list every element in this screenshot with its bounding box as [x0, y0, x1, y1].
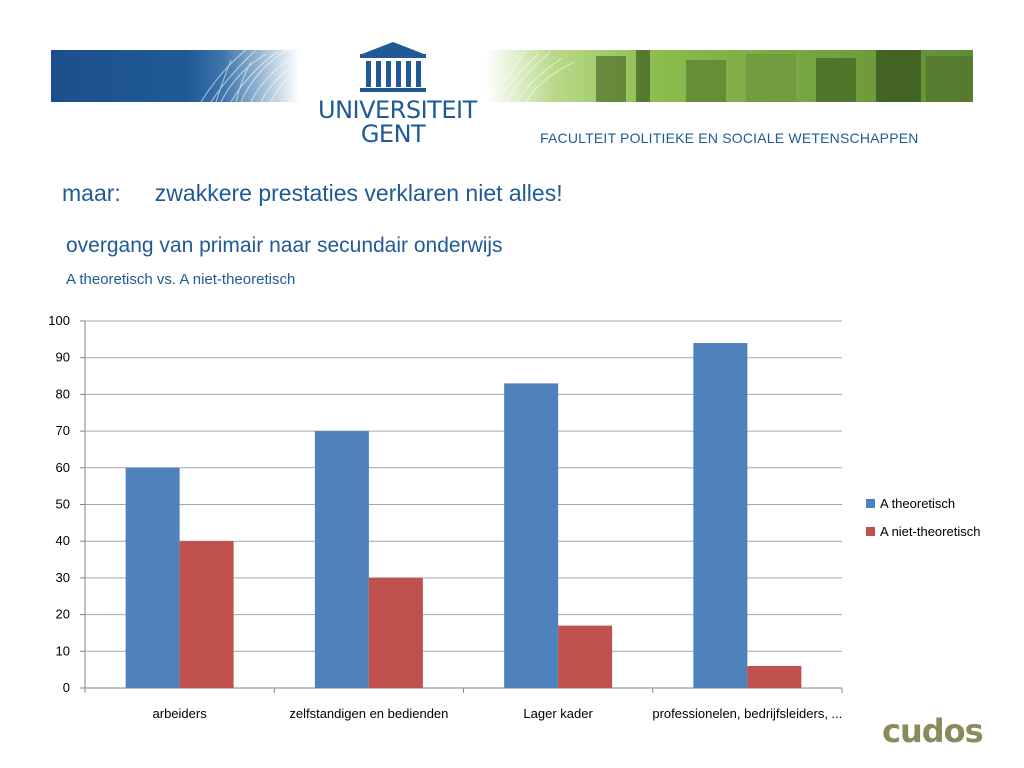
- axis-labels: 0 10 20 30 40 50 60 70 80 90 100 arbeiders zelfstand…: [48, 313, 842, 721]
- bar-a-niet-theoretisch: [179, 541, 234, 688]
- bar-a-theoretisch: [504, 383, 559, 688]
- x-category-label: Lager kader: [523, 706, 593, 721]
- bar-a-niet-theoretisch: [368, 577, 423, 688]
- university-logo: UNIVERSITEIT GENT: [318, 40, 477, 150]
- bars: [125, 343, 802, 688]
- faculty-name: FACULTEIT POLITIEKE EN SOCIALE WETENSCHA…: [540, 130, 919, 146]
- y-tick-label: 60: [56, 460, 70, 475]
- x-category-label: arbeiders: [153, 706, 208, 721]
- lead-word: maar:: [62, 180, 121, 206]
- x-category-label: zelfstandigen en bedienden: [289, 706, 448, 721]
- legend-label: A theoretisch: [880, 496, 955, 511]
- cudos-logo-text: cudos: [882, 712, 983, 750]
- grass-decoration-left: [200, 50, 299, 102]
- x-category-label: professionelen, bedrijfsleiders, ...: [652, 706, 842, 721]
- university-name-line1: UNIVERSITEIT: [318, 96, 477, 124]
- bar-a-niet-theoretisch: [558, 625, 613, 688]
- y-tick-label: 100: [48, 313, 70, 328]
- y-tick-label: 30: [56, 570, 70, 585]
- header-banner-left: [51, 50, 299, 102]
- campus-photo-strip: [486, 50, 973, 102]
- chart-subtitle: A theoretisch vs. A niet-theoretisch: [66, 271, 296, 288]
- bar-a-theoretisch: [314, 431, 369, 688]
- y-tick-label: 70: [56, 423, 70, 438]
- building-icon: [360, 42, 426, 92]
- bar-a-theoretisch: [125, 467, 180, 688]
- statement-text: zwakkere prestaties verklaren niet alles…: [154, 180, 563, 206]
- bar-a-theoretisch: [693, 343, 748, 688]
- legend: A theoretisch A niet-theoretisch: [866, 496, 980, 539]
- university-name-line2: GENT: [360, 120, 426, 148]
- y-tick-label: 80: [56, 386, 70, 401]
- y-tick-label: 40: [56, 533, 70, 548]
- y-tick-label: 90: [56, 350, 70, 365]
- y-tick-label: 20: [56, 607, 70, 622]
- bar-a-niet-theoretisch: [747, 665, 802, 688]
- slide-heading: overgang van primair naar secundair onde…: [66, 234, 503, 257]
- y-tick-label: 10: [56, 643, 70, 658]
- legend-label: A niet-theoretisch: [880, 524, 980, 539]
- y-tick-label: 0: [63, 680, 70, 695]
- cudos-logo: cudos: [882, 712, 1016, 752]
- legend-swatch: [866, 499, 875, 508]
- y-tick-label: 50: [56, 497, 70, 512]
- bar-chart: 0 10 20 30 40 50 60 70 80 90 100 arbeiders zelfstand…: [48, 313, 980, 721]
- legend-swatch: [866, 527, 875, 536]
- slide-statement-line: maar: zwakkere prestaties verklaren niet …: [62, 180, 563, 207]
- header-banner-right: [486, 50, 973, 102]
